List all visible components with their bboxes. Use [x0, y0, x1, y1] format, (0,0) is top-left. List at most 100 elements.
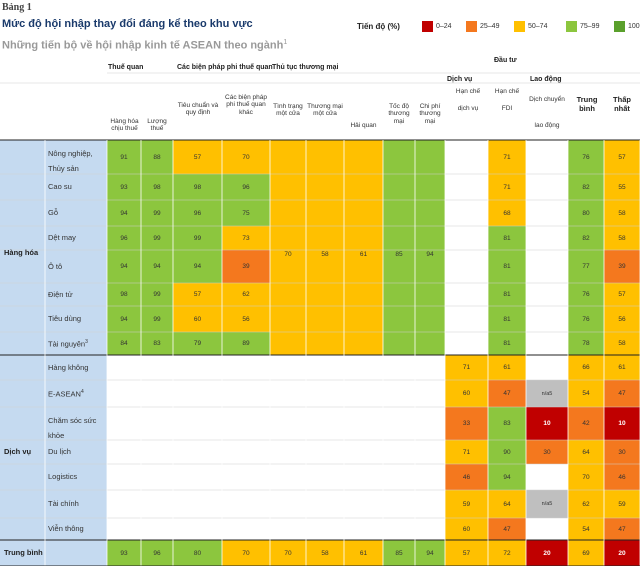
table-cell: 62: [242, 291, 250, 298]
table-cell-bg: [604, 440, 640, 464]
table-cell-bg: [107, 306, 141, 332]
average-cell: 70: [284, 549, 292, 557]
average-cell: 94: [426, 549, 434, 557]
column-trade-status: Tình trạng một cửa: [273, 103, 303, 118]
table-cell: 62: [582, 500, 590, 508]
table-cell-bg: [222, 283, 270, 306]
table-cell: 59: [618, 500, 626, 508]
table-cell-bg: [604, 464, 640, 490]
table-cell: 57: [618, 153, 626, 161]
column-minimum: Thấp nhất: [613, 95, 631, 113]
table-cell-bg: [604, 306, 640, 332]
table-cell-bg: [604, 250, 640, 283]
table-cell: 94: [120, 315, 128, 323]
table-cell-bg: [488, 464, 526, 490]
table-cell-bg: [488, 174, 526, 200]
average-cell: 93: [120, 549, 128, 557]
average-cell: 20: [618, 549, 626, 557]
table-cell-bg: [488, 140, 526, 174]
row-label-text: Ô tô: [48, 261, 63, 271]
legend-swatch-1: [422, 21, 433, 32]
row-label: Logistics: [48, 472, 77, 481]
table-cell: 60: [462, 390, 471, 397]
table-cell-bg: [222, 332, 270, 355]
table-cell: 61: [618, 364, 626, 371]
row-label: Tiêu dùng: [48, 314, 81, 323]
table-cell-bg: [568, 355, 604, 380]
table-cell-bg: [222, 306, 270, 332]
table-cell: 39: [242, 263, 250, 270]
table-cell-bg: [604, 518, 640, 540]
table-cell: 99: [153, 291, 161, 298]
table-cell: 71: [503, 183, 511, 191]
column-fdi-bottom: FDI: [501, 105, 513, 112]
row-label-block: [45, 306, 107, 332]
row-label-block: [45, 407, 107, 440]
table-cell: 78: [582, 340, 590, 347]
table-cell: 30: [618, 448, 626, 456]
row-label-block: [45, 464, 107, 490]
table-cell: 81: [503, 340, 511, 347]
table-cell-bg: [107, 226, 141, 250]
table-cell: 76: [582, 315, 590, 323]
legend-label-3: 50–74: [528, 23, 548, 30]
table-cell: 82: [582, 234, 590, 242]
table-cell: 99: [153, 209, 161, 217]
table-label: Bảng 1: [2, 2, 32, 13]
table-cell-bg: [173, 200, 222, 226]
table-cell-bg: [488, 250, 526, 283]
table-cell-bg: [173, 283, 222, 306]
table-cell-bg: [488, 490, 526, 518]
table-cell-bg: [445, 440, 488, 464]
row-label-footnote: 3: [85, 338, 88, 345]
legend-swatch-3: [514, 21, 525, 32]
average-cell-bg: [107, 540, 141, 566]
table-cell-bg: [604, 380, 640, 407]
subtitle: Những tiến bộ về hội nhập kinh tế ASEAN …: [2, 39, 287, 52]
table-cell: 46: [618, 473, 626, 481]
table-cell-bg: [107, 140, 141, 174]
table-cell: 58: [618, 234, 626, 242]
average-cell: 72: [503, 549, 511, 557]
row-label-text: Viễn thông: [48, 524, 84, 533]
row-label-text: Cao su: [48, 182, 72, 191]
row-label-block: [45, 250, 107, 283]
row-label-block: [45, 518, 107, 540]
table-cell-bg: [568, 518, 604, 540]
table-cell: 30: [543, 448, 551, 456]
table-cell: 46: [462, 473, 471, 481]
row-label-text: Logistics: [48, 472, 78, 481]
subtitle-footnote: 1: [283, 39, 288, 46]
table-cell-bg: [445, 490, 488, 518]
row-label-line: Nông nghiệp,: [48, 149, 93, 158]
table-cell: 71: [503, 153, 511, 161]
row-label-block: [45, 174, 107, 200]
column-group-labor: Lao động: [530, 76, 562, 83]
table-cell-bg: [141, 174, 173, 200]
table-cell: 56: [242, 315, 250, 323]
legend-swatch-5: [614, 21, 625, 32]
table-cell: 82: [582, 183, 590, 191]
average-cell-bg: [488, 540, 526, 566]
average-cell-bg: [604, 540, 640, 566]
row-label: Nông nghiệp, Thủy sản: [48, 146, 93, 176]
table-cell: 96: [193, 209, 202, 217]
table-cell: 33: [462, 420, 471, 427]
trade-procedure-block: [344, 140, 383, 355]
table-cell: 64: [503, 500, 511, 508]
row-label-block: [45, 440, 107, 464]
table-cell: 90: [503, 448, 511, 456]
goods-group-label: Hàng hóa: [4, 248, 39, 257]
table-cell-bg: [568, 174, 604, 200]
column-tariff-line: Lượng thuế: [147, 118, 167, 133]
row-label: E-ASEAN4: [48, 389, 84, 399]
table-cell-bg: [445, 464, 488, 490]
table-cell: 76: [582, 291, 590, 298]
table-cell-bg: [488, 200, 526, 226]
table-cell-bg: [488, 332, 526, 355]
trade-procedure-block: [306, 140, 344, 355]
table-cell: 71: [462, 364, 471, 371]
table-cell-bg: [488, 380, 526, 407]
table-cell-bg: [604, 200, 640, 226]
subtitle-text: Những tiến bộ về hội nhập kinh tế ASEAN …: [2, 39, 284, 52]
